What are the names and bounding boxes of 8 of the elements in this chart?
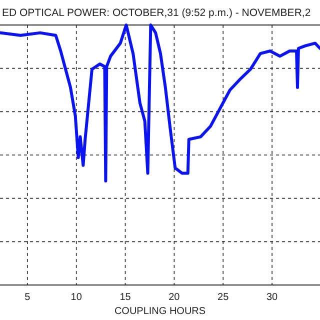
x-tick-label: 20 (168, 292, 180, 303)
x-tick-label: 15 (120, 292, 132, 303)
x-axis-title: COUPLING HOURS (114, 306, 206, 317)
x-tick-label: 30 (266, 292, 278, 303)
chart-title: ED OPTICAL POWER: OCTOBER,31 (9:52 p.m.) - NOVEMBER,2 (2, 7, 311, 19)
x-tick-label: 10 (70, 292, 82, 303)
x-tick-label: 5 (24, 292, 31, 303)
x-tick-label: 25 (218, 292, 230, 303)
